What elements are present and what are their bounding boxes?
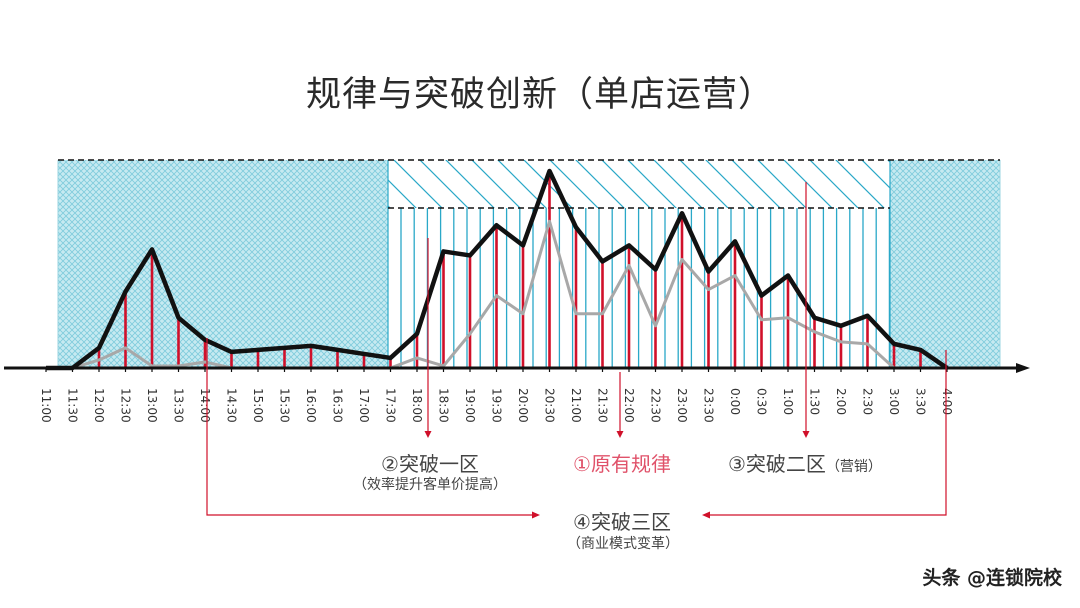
zone2-label: ②突破一区 [381, 452, 479, 476]
hatched-regions [57, 160, 1001, 368]
x-tick-label: 13:30 [172, 388, 186, 423]
x-tick-label: 11:30 [66, 388, 80, 423]
x-tick-label: 21:00 [569, 388, 583, 423]
x-tick-label: 21:30 [596, 388, 610, 423]
zone2-sublabel: （效率提升客单价提高） [353, 477, 507, 493]
arrow-right-icon [532, 511, 540, 519]
diagonal-hatch-region [388, 160, 890, 208]
x-tick-label: 20:30 [543, 388, 557, 423]
x-tick-label: 18:30 [437, 388, 451, 423]
x-tick-label: 16:00 [304, 388, 318, 423]
x-tick-label: 11:00 [39, 388, 53, 423]
arrow-down-icon [616, 431, 624, 438]
x-tick-label: 19:30 [490, 388, 504, 423]
zone3-sublabel: （营销） [825, 459, 882, 475]
x-tick-label: 1:30 [808, 388, 822, 415]
dashed-threshold-lines [58, 159, 1000, 209]
watermark: 头条 @连锁院校 [922, 567, 1062, 589]
x-tick-label: 14:00 [198, 388, 212, 423]
x-tick-label: 12:30 [119, 388, 133, 423]
x-tick-label: 0:00 [728, 388, 742, 415]
cross-hatch-right-region [890, 160, 1000, 368]
chart-title: 规律与突破创新（单店运营） [305, 75, 774, 115]
x-tick-label: 20:00 [516, 388, 530, 423]
x-tick-label: 19:00 [463, 388, 477, 423]
x-tick-label: 23:00 [675, 388, 689, 423]
x-tick-label: 2:30 [861, 388, 875, 415]
x-tick-label: 4:00 [940, 388, 954, 415]
secondary-series-line [46, 219, 947, 370]
x-tick-label: 18:00 [410, 388, 424, 423]
x-tick-label: 1:00 [781, 388, 795, 415]
zone1-label: ①原有规律 [573, 452, 671, 476]
x-tick-label: 15:30 [278, 388, 292, 423]
x-tick-label: 23:30 [702, 388, 716, 423]
main-series-line [46, 168, 949, 371]
zone3-label: ③突破二区 [728, 452, 826, 476]
x-tick-label: 0:30 [755, 388, 769, 415]
zone3-label-group: ③突破二区（营销） [728, 448, 928, 477]
x-tick-label: 12:00 [92, 388, 106, 423]
annotation-arrows [206, 182, 947, 519]
x-tick-label: 14:30 [225, 388, 239, 423]
axis-arrow-icon [1016, 363, 1030, 373]
zone4-sublabel: （商业模式变革） [567, 536, 679, 552]
x-tick-label: 3:30 [914, 388, 928, 415]
x-tick-label: 17:30 [384, 388, 398, 423]
x-tick-label: 22:30 [649, 388, 663, 423]
x-tick-label: 17:00 [357, 388, 371, 423]
cross-hatch-left-region [58, 160, 388, 368]
arrow-left-icon [702, 511, 710, 519]
zone4-label: ④突破三区 [573, 510, 671, 534]
x-axis-tick-labels: 11:00 11:30 12:00 12:30 13:00 13:30 14:00 14:30… [39, 388, 954, 423]
x-tick-label: 16:30 [331, 388, 345, 423]
x-tick-label: 15:00 [251, 388, 265, 423]
x-tick-label: 3:00 [887, 388, 901, 415]
x-tick-label: 13:00 [145, 388, 159, 423]
x-tick-label: 22:00 [622, 388, 636, 423]
x-tick-label: 2:00 [834, 388, 848, 415]
vertical-hatch-lines [400, 208, 891, 368]
arrow-down-icon [802, 431, 810, 438]
x-axis [4, 363, 1030, 373]
arrow-down-icon [424, 431, 432, 438]
